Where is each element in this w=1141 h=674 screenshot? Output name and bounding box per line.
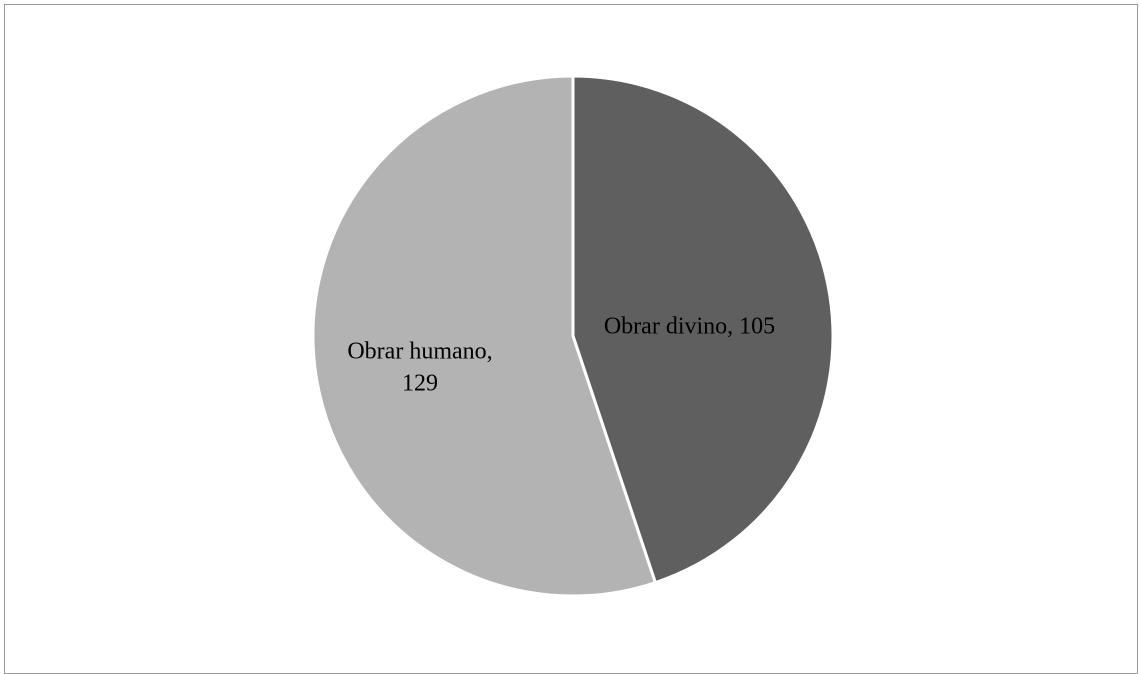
pie-label-line: Obrar humano,	[347, 338, 492, 364]
pie-slice-obrar-humano	[311, 74, 657, 598]
pie-label-line: Obrar divino, 105	[604, 313, 775, 339]
pie-labels: Obrar divino, 105 Obrar humano, 129	[347, 313, 775, 396]
pie-label-obrar-humano: Obrar humano, 129	[347, 338, 492, 396]
pie-slice-obrar-divino	[571, 74, 835, 585]
pie-label-line: 129	[402, 370, 438, 396]
pie-slices	[311, 74, 835, 598]
pie-label-obrar-divino: Obrar divino, 105	[604, 313, 775, 339]
